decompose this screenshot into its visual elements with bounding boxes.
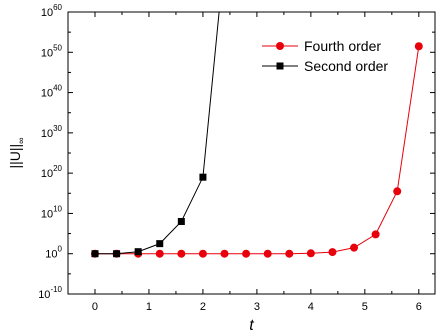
x-tick-label: 4 — [308, 301, 314, 313]
data-point — [134, 248, 142, 256]
y-tick-exponent: 40 — [53, 84, 62, 93]
y-tick-base: 10 — [41, 168, 53, 180]
x-axis-ticks: 0 1 2 3 4 5 6 — [92, 12, 422, 313]
y-tick-label: 10-10 — [38, 285, 62, 301]
y-tick-label: 1050 — [41, 43, 63, 59]
y-tick-exponent: 20 — [53, 164, 62, 173]
data-point — [263, 249, 272, 258]
legend-marker — [276, 42, 284, 50]
data-point — [198, 249, 207, 258]
data-point — [199, 173, 207, 181]
y-tick-base: 10 — [41, 208, 53, 220]
y-tick-exponent: 30 — [53, 124, 62, 133]
x-tick-label: 0 — [92, 301, 98, 313]
plot-frame — [67, 11, 436, 295]
series-second-order — [91, 12, 220, 258]
legend-marker — [276, 62, 284, 70]
data-point — [414, 42, 423, 51]
data-point — [177, 249, 186, 258]
data-point — [155, 249, 164, 258]
y-tick-label: 1040 — [41, 84, 63, 100]
y-tick-label: 1010 — [41, 204, 63, 220]
x-tick-label: 6 — [416, 301, 422, 313]
series-layer — [90, 12, 423, 258]
x-tick-label: 2 — [200, 301, 206, 313]
legend-label: Fourth order — [304, 38, 381, 54]
y-tick-base: 10 — [41, 47, 53, 59]
y-tick-exponent: 60 — [53, 3, 62, 12]
y-tick-exponent: -10 — [50, 285, 62, 294]
data-point — [350, 243, 359, 252]
y-tick-base: 10 — [38, 289, 50, 301]
y-axis-title-sub: ∞ — [16, 137, 26, 143]
y-tick-label: 1030 — [41, 124, 63, 140]
data-point — [306, 249, 315, 258]
data-point — [113, 250, 121, 258]
y-tick-base: 10 — [45, 249, 57, 261]
data-point — [285, 249, 294, 258]
y-tick-exponent: 0 — [58, 245, 63, 254]
series-line — [94, 46, 420, 255]
y-tick-base: 10 — [41, 7, 53, 19]
y-tick-exponent: 10 — [53, 204, 62, 213]
x-tick-label: 3 — [254, 301, 260, 313]
data-point — [91, 250, 99, 258]
legend: Fourth order Second order — [262, 38, 388, 74]
y-axis-title-text: ||U||∞ — [7, 137, 26, 168]
y-tick-exponent: 50 — [53, 43, 62, 52]
series-fourth-order — [90, 42, 423, 258]
y-tick-base: 10 — [41, 128, 53, 140]
plot-area-border — [67, 11, 436, 295]
legend-label: Second order — [304, 58, 388, 74]
y-tick-label: 100 — [45, 245, 62, 261]
data-point — [220, 249, 229, 258]
data-point — [242, 249, 251, 258]
y-tick-label: 1020 — [41, 164, 63, 180]
y-axis-title-main: ||U|| — [7, 144, 23, 169]
y-tick-base: 10 — [41, 88, 53, 100]
y-axis-title: ||U||∞ — [7, 137, 26, 168]
x-tick-label: 1 — [146, 301, 152, 313]
data-point — [156, 240, 164, 248]
x-tick-label: 5 — [362, 301, 368, 313]
data-point — [328, 248, 337, 257]
x-axis-title: t — [249, 317, 254, 334]
data-point — [393, 187, 402, 196]
data-point — [371, 230, 380, 239]
series-line — [94, 12, 220, 255]
data-point — [177, 217, 185, 225]
y-tick-label: 1060 — [41, 3, 63, 19]
